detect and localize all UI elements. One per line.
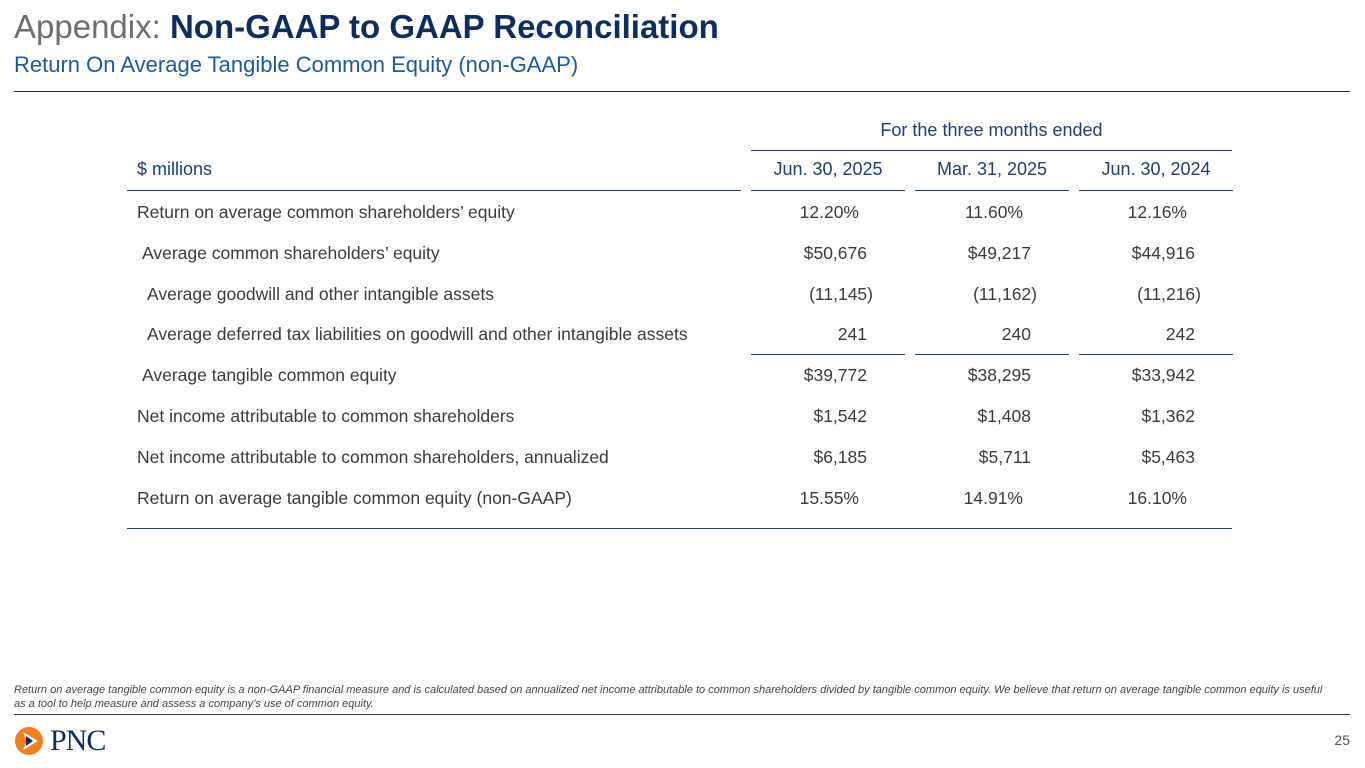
label-rule xyxy=(127,190,741,191)
cell-value: $6,185 xyxy=(813,446,867,467)
row-label: Net income attributable to common shareh… xyxy=(137,406,515,426)
cell-value: 16.10% xyxy=(1127,487,1187,508)
table-bottom-rule xyxy=(127,528,1232,529)
period-header: For the three months ended xyxy=(880,120,1103,140)
cell-value: $1,362 xyxy=(1141,406,1195,426)
cell-value: $44,916 xyxy=(1131,242,1195,263)
cell-value: (11,145) xyxy=(809,283,873,304)
subtotal-rule xyxy=(751,354,905,355)
column-header: Mar. 31, 2025 xyxy=(936,159,1048,179)
cell-value: 240 xyxy=(1001,324,1031,345)
cell-value: 11.60% xyxy=(964,202,1023,222)
column-header: Jun. 30, 2024 xyxy=(1101,159,1211,179)
cell-value: 242 xyxy=(1165,324,1195,345)
cell-value: 15.55% xyxy=(799,487,859,508)
row-label: Net income attributable to common shareh… xyxy=(137,446,609,467)
row-label: Average common shareholders’ equity xyxy=(142,242,440,263)
row-label: Average tangible common equity xyxy=(142,365,397,386)
cell-value: 241 xyxy=(837,324,867,345)
cell-value: (11,162) xyxy=(973,283,1037,304)
header-rule xyxy=(14,91,1350,92)
title-prefix: Appendix: xyxy=(14,8,161,45)
cell-value: $49,217 xyxy=(967,242,1031,263)
row-label: Return on average tangible common equity… xyxy=(137,487,572,508)
cell-value: $33,942 xyxy=(1131,365,1195,386)
cell-value: $5,711 xyxy=(978,446,1031,467)
cell-value: $50,676 xyxy=(803,242,867,263)
unit-label: $ millions xyxy=(137,159,213,179)
column-rule xyxy=(915,190,1069,191)
subtitle: Return On Average Tangible Common Equity… xyxy=(14,52,579,77)
period-rule xyxy=(751,150,1232,151)
cell-value: $1,408 xyxy=(977,406,1031,426)
column-rule xyxy=(751,190,905,191)
cell-value: (11,216) xyxy=(1137,283,1201,304)
title-main: Non-GAAP to GAAP Reconciliation xyxy=(169,8,719,45)
subtotal-rule xyxy=(1079,354,1233,355)
cell-value: 14.91% xyxy=(963,487,1023,508)
column-header: Jun. 30, 2025 xyxy=(773,159,883,179)
subtotal-rule xyxy=(915,354,1069,355)
cell-value: 12.16% xyxy=(1127,202,1187,222)
footnote: Return on average tangible common equity… xyxy=(14,684,1323,710)
row-label: Return on average common shareholders’ e… xyxy=(137,202,515,222)
page-number: 25 xyxy=(1334,732,1350,748)
cell-value: $1,542 xyxy=(813,406,867,426)
cell-value: $39,772 xyxy=(803,365,867,386)
row-label: Average goodwill and other intangible as… xyxy=(147,283,494,304)
cell-value: $5,463 xyxy=(1141,446,1195,467)
footer-rule xyxy=(14,714,1350,715)
cell-value: $38,295 xyxy=(967,365,1031,386)
row-label: Average deferred tax liabilities on good… xyxy=(147,324,688,345)
column-rule xyxy=(1079,190,1233,191)
logo: PNC xyxy=(50,724,106,757)
title: Appendix: Non-GAAP to GAAP Reconciliatio… xyxy=(14,8,719,46)
cell-value: 12.20% xyxy=(799,202,859,222)
logo-icon xyxy=(15,727,43,755)
